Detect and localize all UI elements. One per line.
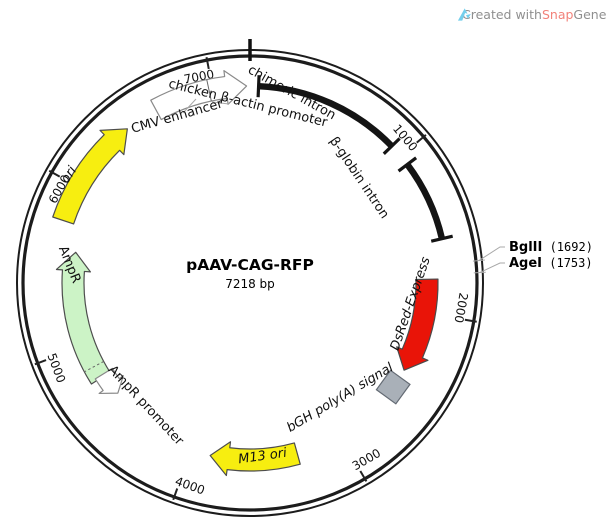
tick-mark-2000 xyxy=(464,318,477,323)
feature-beta-globin-intron-end-cap xyxy=(430,234,454,243)
feature-ampr-promoter-arrow[interactable] xyxy=(94,367,124,395)
watermark-brand-snap: Snap xyxy=(541,7,574,22)
feature-beta-globin-intron-arc[interactable] xyxy=(404,162,446,240)
tick-mark-1000 xyxy=(416,134,427,144)
tick-mark-7000 xyxy=(205,56,210,70)
label-bgh-polya-signal[interactable]: bGH poly(A) signal xyxy=(284,360,396,436)
feature-chimeric-intron-end-cap xyxy=(382,137,401,155)
enzyme-leader-bglii xyxy=(478,246,505,261)
chicken-promoter-leader xyxy=(211,101,230,105)
feature-cag-promoter-arrow-divider-0 xyxy=(206,79,212,102)
feature-ori-arrow[interactable] xyxy=(52,128,128,225)
watermark-brand-gene: Gene xyxy=(573,7,607,22)
feature-ampr-divider-0 xyxy=(84,361,104,373)
label-ampr-promoter[interactable]: AmpR promoter xyxy=(105,363,187,449)
label-beta-globin-intron[interactable]: β-globin intron xyxy=(326,134,392,221)
plasmid-title: pAAV-CAG-RFP xyxy=(186,256,314,274)
feature-ampr-arrow[interactable] xyxy=(55,251,111,385)
plasmid-size: 7218 bp xyxy=(225,277,275,291)
tick-mark-4000 xyxy=(172,488,179,501)
enzyme-label-bglii[interactable]: BglII (1692) xyxy=(509,240,593,255)
feature-dsred-express-arrow[interactable] xyxy=(396,278,439,371)
cmv-enhancer-leader xyxy=(182,98,197,114)
feature-chimeric-intron-arc[interactable] xyxy=(258,82,395,149)
tick-label-2000: 2000 xyxy=(451,292,470,325)
tick-label-5000: 5000 xyxy=(44,351,68,385)
tick-mark-6000 xyxy=(48,169,61,178)
feature-m13-ori-arrow[interactable] xyxy=(209,441,301,477)
feature-chimeric-intron-start-cap xyxy=(256,75,261,98)
feature-cag-promoter-arrow-arrow[interactable] xyxy=(150,70,248,121)
feature-beta-globin-intron-start-cap xyxy=(397,156,418,173)
enzyme-leader-agei xyxy=(479,262,505,274)
watermark-text: Created with xyxy=(462,7,542,22)
feature-bgh-polya-signal-marker[interactable] xyxy=(375,369,411,405)
enzyme-label-agei[interactable]: AgeI (1753) xyxy=(509,256,593,271)
label-m13-ori[interactable]: M13 ori xyxy=(237,446,288,468)
tick-mark-3000 xyxy=(359,470,368,482)
tick-label-4000: 4000 xyxy=(173,474,206,497)
tick-mark-5000 xyxy=(34,359,47,366)
